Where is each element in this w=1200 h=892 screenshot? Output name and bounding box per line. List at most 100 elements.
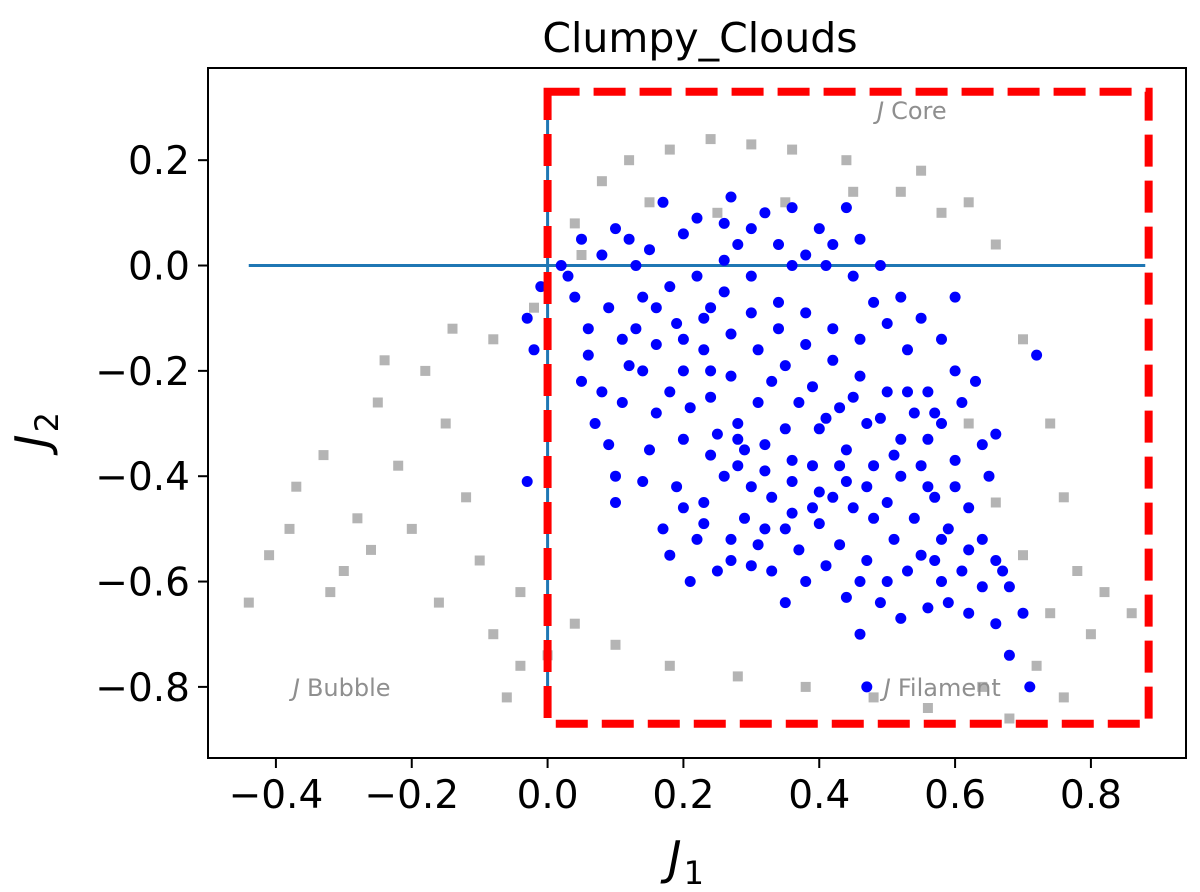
selected-point-58 bbox=[820, 260, 832, 271]
selected-point-33 bbox=[711, 565, 723, 577]
selected-point-115 bbox=[759, 439, 771, 451]
selected-point-0 bbox=[521, 476, 533, 487]
background-point-28 bbox=[963, 197, 974, 208]
background-point-16 bbox=[529, 302, 539, 313]
selected-point-190 bbox=[834, 460, 846, 472]
selected-point-163 bbox=[949, 481, 961, 493]
selected-point-143 bbox=[902, 565, 913, 577]
selected-point-85 bbox=[915, 549, 927, 561]
selected-point-117 bbox=[813, 423, 825, 435]
selected-point-150 bbox=[650, 339, 662, 350]
selected-point-123 bbox=[970, 375, 981, 387]
selected-point-89 bbox=[807, 460, 818, 472]
selected-point-24 bbox=[596, 386, 608, 398]
selected-point-141 bbox=[854, 576, 866, 587]
selected-point-66 bbox=[637, 291, 649, 303]
selected-point-175 bbox=[582, 323, 594, 335]
y-axis-title-sub: 2 bbox=[28, 412, 66, 432]
selected-point-103 bbox=[881, 386, 893, 398]
background-point-21 bbox=[664, 144, 675, 155]
selected-point-169 bbox=[732, 433, 744, 445]
selected-point-154 bbox=[766, 375, 778, 387]
selected-point-102 bbox=[854, 370, 866, 382]
background-point-53 bbox=[848, 186, 859, 197]
background-point-20 bbox=[624, 155, 635, 166]
region-label-bubble: J Bubble bbox=[289, 674, 391, 702]
y-axis-title-main: J bbox=[5, 434, 59, 456]
selected-point-72 bbox=[732, 460, 744, 472]
selected-point-135 bbox=[698, 497, 710, 508]
selected-point-110 bbox=[725, 328, 737, 340]
selected-point-27 bbox=[610, 497, 621, 508]
selected-point-186 bbox=[705, 302, 717, 314]
selected-point-165 bbox=[840, 476, 852, 487]
selected-point-52 bbox=[936, 418, 947, 429]
selected-point-50 bbox=[983, 470, 995, 482]
selected-point-76 bbox=[813, 518, 825, 530]
background-point-51 bbox=[644, 197, 655, 208]
background-point-39 bbox=[922, 703, 933, 713]
selected-point-2 bbox=[528, 344, 540, 356]
selected-point-109 bbox=[752, 344, 764, 356]
selected-point-182 bbox=[718, 254, 730, 266]
selected-point-12 bbox=[840, 202, 852, 214]
background-point-12 bbox=[474, 555, 485, 566]
selected-point-140 bbox=[820, 560, 832, 572]
background-point-49 bbox=[780, 197, 791, 208]
selected-point-127 bbox=[874, 260, 886, 271]
selected-point-173 bbox=[630, 260, 642, 271]
selected-point-180 bbox=[854, 333, 866, 345]
selected-point-74 bbox=[766, 491, 778, 503]
selected-point-19 bbox=[576, 233, 587, 245]
selected-point-171 bbox=[677, 333, 689, 345]
selected-point-73 bbox=[745, 481, 757, 493]
selected-point-91 bbox=[752, 397, 764, 408]
background-point-41 bbox=[800, 681, 811, 692]
selected-point-28 bbox=[637, 476, 649, 487]
selected-point-36 bbox=[766, 565, 778, 577]
background-point-2 bbox=[291, 481, 302, 492]
selected-point-53 bbox=[922, 386, 934, 398]
selected-point-95 bbox=[664, 281, 676, 293]
background-point-13 bbox=[488, 334, 499, 345]
plot-frame bbox=[207, 67, 1187, 759]
selected-point-48 bbox=[990, 555, 1002, 566]
selected-point-112 bbox=[677, 365, 689, 377]
selected-point-126 bbox=[895, 291, 907, 303]
selected-point-92 bbox=[725, 370, 737, 382]
selected-point-105 bbox=[861, 418, 873, 429]
selected-point-125 bbox=[915, 312, 927, 324]
x-tick-label-1: −0.2 bbox=[364, 773, 459, 818]
selected-point-145 bbox=[956, 565, 968, 577]
selected-point-70 bbox=[677, 433, 689, 445]
selected-point-42 bbox=[922, 602, 934, 614]
x-tick-label-4: 0.4 bbox=[788, 773, 850, 818]
background-point-63 bbox=[433, 597, 444, 608]
background-point-36 bbox=[1126, 608, 1137, 619]
selected-point-144 bbox=[929, 555, 941, 566]
y-tick-label-4: −0.6 bbox=[95, 561, 190, 606]
selected-point-59 bbox=[800, 249, 812, 261]
selected-point-32 bbox=[691, 533, 703, 545]
selected-point-98 bbox=[745, 307, 757, 319]
background-point-27 bbox=[936, 207, 947, 218]
selected-point-121 bbox=[922, 433, 934, 445]
selected-point-187 bbox=[664, 386, 676, 398]
background-points bbox=[243, 134, 1137, 724]
background-point-55 bbox=[990, 497, 1001, 508]
selected-point-94 bbox=[671, 318, 683, 329]
selected-point-177 bbox=[773, 296, 784, 308]
selected-point-14 bbox=[990, 428, 1002, 440]
background-point-24 bbox=[787, 144, 798, 155]
selected-point-1 bbox=[521, 312, 533, 324]
selected-point-67 bbox=[630, 323, 642, 335]
selected-point-40 bbox=[881, 576, 893, 587]
background-point-1 bbox=[264, 550, 275, 561]
selected-point-88 bbox=[834, 539, 846, 551]
selected-point-41 bbox=[895, 612, 907, 624]
selected-point-31 bbox=[684, 576, 696, 587]
selected-point-192 bbox=[888, 449, 900, 461]
selected-point-84 bbox=[942, 523, 954, 535]
selected-point-108 bbox=[779, 360, 791, 372]
selected-point-158 bbox=[874, 412, 886, 424]
